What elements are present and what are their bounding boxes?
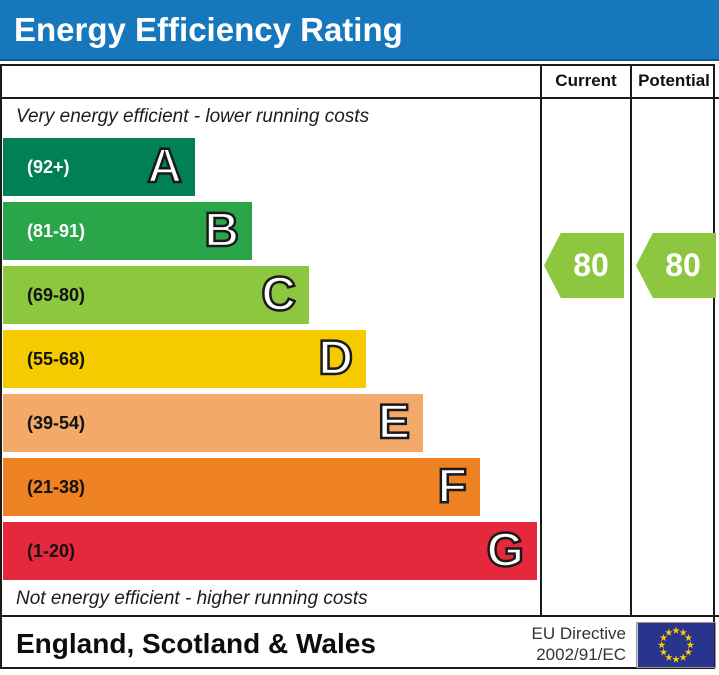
footer-region-label: England, Scotland & Wales — [16, 628, 376, 659]
band-d: (55-68) D — [3, 330, 366, 388]
band-a: (92+) A — [3, 138, 195, 196]
title-bar: Energy Efficiency Rating — [0, 0, 719, 61]
header-row-divider — [0, 97, 719, 99]
eu-directive-line2: 2002/91/EC — [536, 645, 626, 664]
table-frame — [0, 64, 715, 669]
column-header-potential: Potential — [638, 70, 710, 90]
column-divider-potential — [630, 64, 632, 617]
band-d-range: (55-68) — [27, 348, 86, 369]
band-e: (39-54) E — [3, 394, 423, 452]
current-rating-arrow: 80 — [544, 233, 624, 298]
potential-rating-arrow: 80 — [636, 233, 716, 298]
band-c-letter: C — [260, 267, 297, 323]
column-divider-current — [540, 64, 542, 617]
band-b-range: (81-91) — [27, 220, 86, 241]
eu-directive-label: EU Directive 2002/91/EC — [400, 623, 626, 665]
band-c-range: (69-80) — [27, 284, 86, 305]
eu-directive-line1: EU Directive — [531, 624, 626, 643]
band-a-range: (92+) — [27, 156, 70, 177]
page-title: Energy Efficiency Rating — [14, 11, 403, 48]
eu-flag-icon — [636, 622, 716, 668]
band-a-letter: A — [146, 139, 183, 195]
note-not-efficient: Not energy efficient - higher running co… — [16, 588, 368, 609]
band-f-range: (21-38) — [27, 476, 86, 497]
band-b: (81-91) B — [3, 202, 252, 260]
band-c: (69-80) C — [3, 266, 309, 324]
current-rating-value: 80 — [573, 247, 609, 283]
band-f: (21-38) F — [3, 458, 480, 516]
band-g-letter: G — [485, 523, 525, 579]
band-b-letter: B — [203, 203, 240, 259]
potential-rating-value: 80 — [665, 247, 701, 283]
band-e-range: (39-54) — [27, 412, 86, 433]
band-d-letter: D — [317, 331, 354, 387]
band-g: (1-20) G — [3, 522, 537, 580]
footer-row-divider — [0, 615, 719, 617]
column-header-current: Current — [555, 70, 617, 90]
band-g-range: (1-20) — [27, 540, 76, 561]
band-f-letter: F — [436, 459, 468, 515]
band-e-letter: E — [377, 395, 412, 451]
note-very-efficient: Very energy efficient - lower running co… — [16, 106, 370, 127]
